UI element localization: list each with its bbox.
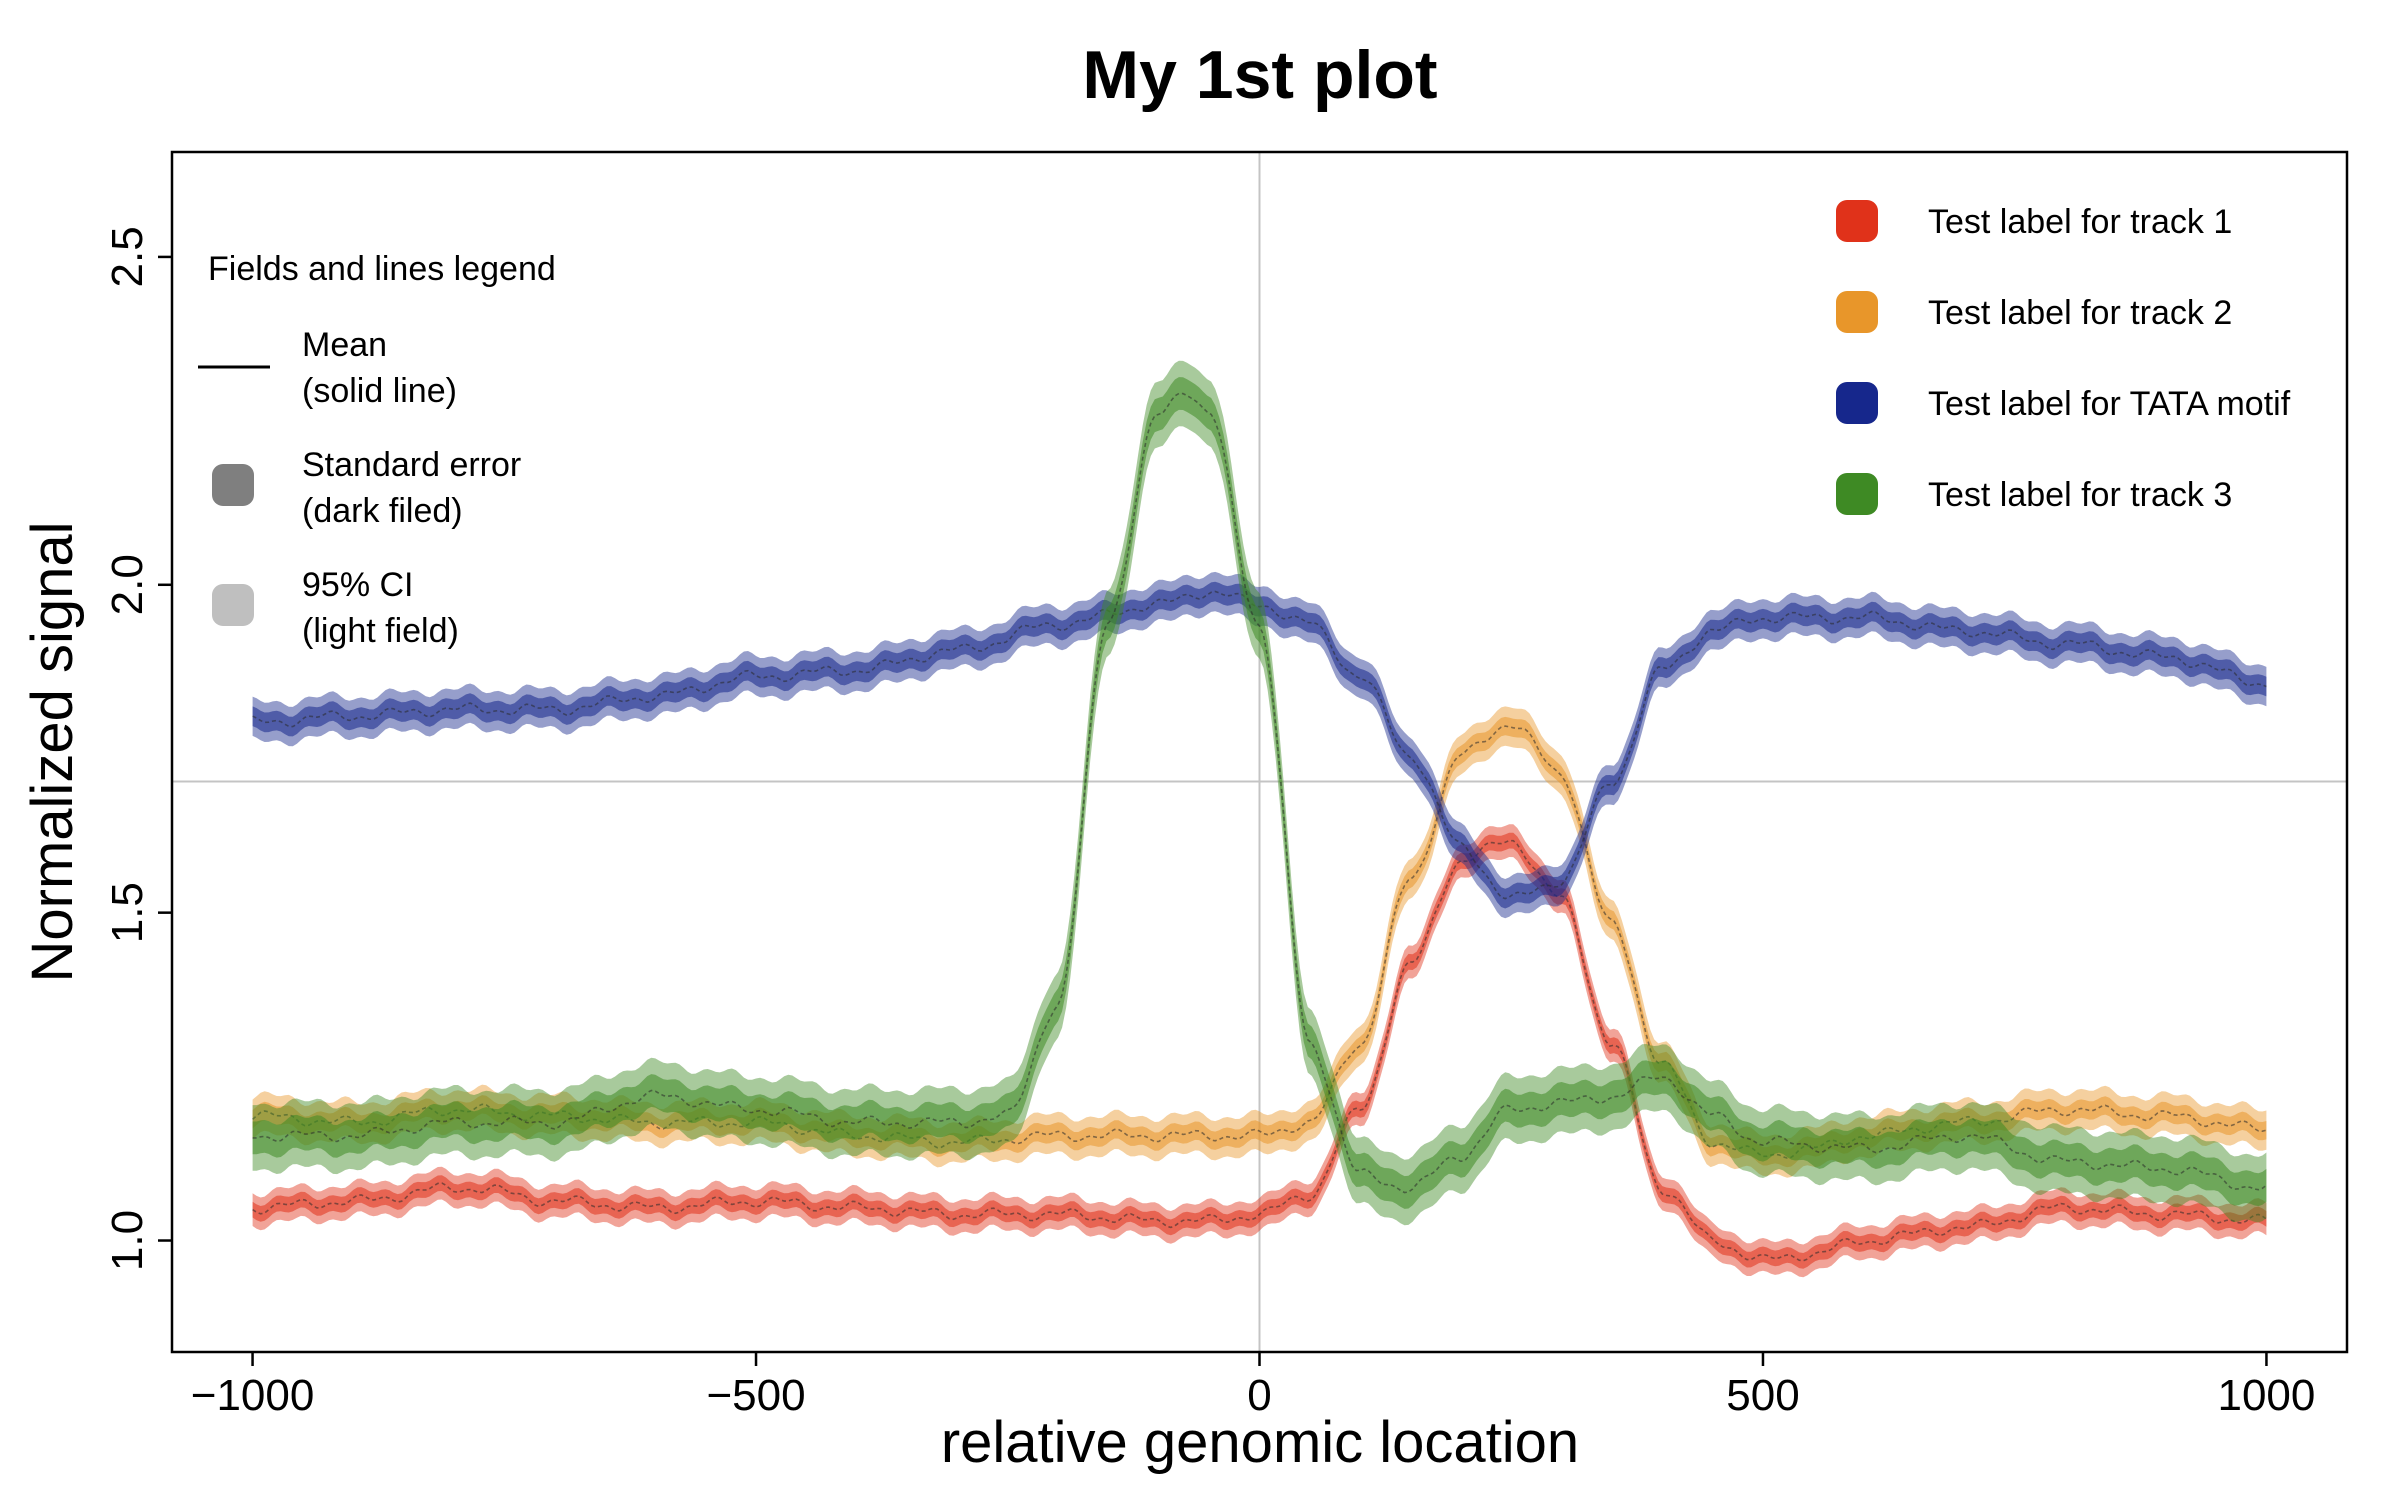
x-tick-label: 0 [1247, 1371, 1271, 1420]
y-tick-label: 2.0 [103, 554, 152, 615]
legend-label-track-1: Test label for track 1 [1928, 203, 2232, 241]
standard-error-label-line-1: Standard error [302, 446, 521, 484]
standard-error-label-line-2: (dark filed) [302, 492, 463, 530]
y-axis-label: Normalized signal [20, 522, 85, 983]
legend-swatch-tata-motif [1836, 382, 1878, 424]
series-legend: Test label for track 1 Test label for tr… [1836, 200, 2291, 515]
x-axis-label: relative genomic location [941, 1410, 1579, 1475]
legend-swatch-track-1 [1836, 200, 1878, 242]
y-tick-label: 1.0 [103, 1210, 152, 1271]
y-tick-label: 1.5 [103, 882, 152, 943]
se-band-test-label-for-track-3 [252, 377, 2267, 1209]
legend-label-track-3: Test label for track 3 [1928, 476, 2232, 514]
standard-error-swatch [212, 464, 254, 506]
fields-legend: Fields and lines legend Mean (solid line… [198, 250, 556, 650]
ci-band-test-label-for-tata-motif [252, 571, 2267, 919]
series-test-label-for-tata-motif [252, 571, 2267, 919]
mean-line-test-label-for-tata-motif [252, 590, 2267, 900]
chart-title: My 1st plot [1082, 37, 1437, 113]
ci-label-line-1: 95% CI [302, 566, 414, 604]
mean-line-test-label-for-track-1 [252, 839, 2267, 1262]
ci-label-line-2: (light field) [302, 612, 459, 650]
x-tick-label: −1000 [191, 1371, 315, 1420]
x-tick-label: 500 [1726, 1371, 1799, 1420]
series-test-label-for-track-3 [252, 360, 2267, 1226]
mean-label-line-2: (solid line) [302, 372, 457, 410]
legend-swatch-track-2 [1836, 291, 1878, 333]
ci-band-test-label-for-track-3 [252, 360, 2267, 1226]
axes: −1000 −500 0 500 1000 1.0 1.5 2.0 2.5 [103, 226, 2315, 1420]
legend-label-track-2: Test label for track 2 [1928, 294, 2232, 332]
ci-band-test-label-for-track-2 [252, 706, 2267, 1178]
ci-swatch [212, 584, 254, 626]
series-test-label-for-track-1 [252, 824, 2267, 1278]
legend-label-tata-motif: Test label for TATA motif [1928, 385, 2291, 423]
mean-line-test-label-for-track-3 [252, 392, 2267, 1194]
x-tick-label: 1000 [2217, 1371, 2315, 1420]
legend-swatch-track-3 [1836, 473, 1878, 515]
se-band-test-label-for-track-2 [252, 716, 2267, 1168]
mean-label-line-1: Mean [302, 326, 387, 364]
plot-area [172, 152, 2347, 1352]
y-tick-label: 2.5 [103, 226, 152, 287]
x-tick-label: −500 [706, 1371, 805, 1420]
fields-legend-title: Fields and lines legend [208, 250, 556, 288]
